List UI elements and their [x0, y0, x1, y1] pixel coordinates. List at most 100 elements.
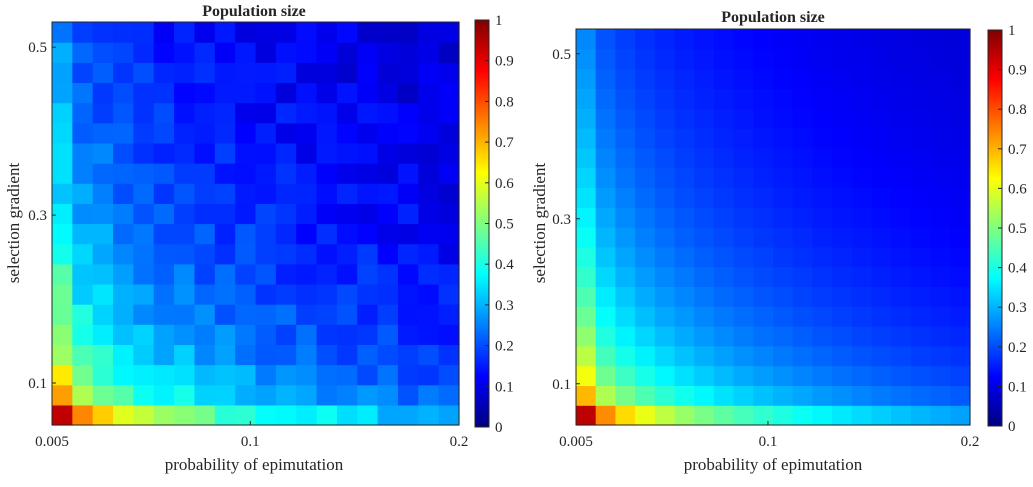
heatmap-cell	[713, 88, 735, 109]
heatmap-cell	[635, 286, 656, 307]
heatmap-cell	[792, 207, 813, 228]
heatmap-cell	[635, 306, 656, 327]
heatmap-cell	[133, 203, 155, 225]
heatmap-cell	[871, 108, 892, 129]
heatmap-cell	[694, 286, 715, 307]
heatmap-cell	[615, 286, 636, 307]
heatmap-cell	[832, 306, 853, 327]
heatmap-cell	[316, 384, 338, 406]
heatmap-cell	[72, 163, 94, 184]
heatmap-cell	[92, 324, 114, 345]
heatmap-cell	[930, 345, 951, 367]
heatmap-cell	[214, 223, 236, 245]
heatmap-cell	[438, 243, 460, 265]
heatmap-cell	[733, 88, 754, 109]
heatmap-cell	[733, 108, 754, 129]
chart-2-x-axis-label: probability of epimutation	[684, 455, 863, 474]
heatmap-cell	[336, 243, 358, 265]
heatmap-cell	[910, 306, 932, 327]
chart-1-ticks: 0.005 0.1 0.2 0.1 0.3 0.5	[28, 40, 468, 450]
heatmap-cell	[615, 326, 636, 347]
heatmap-cell	[397, 243, 419, 265]
heatmap-cell	[397, 364, 419, 386]
heatmap-cell	[397, 163, 419, 184]
heatmap-cell	[92, 42, 114, 63]
heatmap-cell	[397, 142, 419, 164]
heatmap-cell	[214, 404, 236, 426]
heatmap-cell	[950, 187, 971, 208]
heatmap-cell	[891, 68, 912, 89]
heatmap-cell	[418, 384, 440, 406]
colorbar-tick-label: 0.9	[1008, 63, 1027, 79]
heatmap-cell	[576, 246, 597, 268]
heatmap-cell	[713, 108, 735, 129]
heatmap-cell	[733, 365, 754, 386]
heatmap-cell	[891, 167, 912, 188]
heatmap-cell	[316, 243, 338, 265]
x-tick-label: 0.2	[450, 434, 469, 450]
x-tick-label: 0.1	[759, 434, 778, 450]
heatmap-cell	[654, 266, 676, 287]
heatmap-cell	[635, 405, 656, 426]
heatmap-cell	[133, 183, 155, 204]
heatmap-cell	[733, 326, 754, 347]
heatmap-cell	[92, 82, 114, 104]
heatmap-cell	[377, 263, 399, 285]
heatmap-cell	[773, 345, 794, 367]
heatmap-cell	[377, 22, 399, 43]
heatmap-cell	[674, 365, 695, 386]
heatmap-cell	[891, 128, 912, 149]
heatmap-cell	[357, 223, 379, 245]
heatmap-cell	[576, 345, 597, 367]
heatmap-cell	[635, 108, 656, 129]
heatmap-cell	[214, 22, 236, 43]
heatmap-cell	[377, 142, 399, 164]
heatmap-cell	[733, 187, 754, 208]
heatmap-cell	[174, 142, 196, 164]
chart-2-y-axis-label: selection gradient	[530, 163, 549, 284]
heatmap-cell	[377, 62, 399, 84]
heatmap-cell	[576, 29, 597, 50]
heatmap-cell	[296, 42, 318, 63]
heatmap-cell	[930, 326, 951, 347]
heatmap-cell	[930, 48, 951, 70]
heatmap-cell	[694, 385, 715, 406]
heatmap-cell	[113, 42, 134, 63]
heatmap-cell	[438, 142, 460, 164]
heatmap-cell	[674, 326, 695, 347]
heatmap-cell	[713, 48, 735, 70]
chart-2-colorbar-ticks: 0 0.1 0.2 0.3 0.4 0.5 0.6 0.7 0.8 0.9 1	[998, 23, 1027, 435]
heatmap-cell	[733, 147, 754, 169]
heatmap-cell	[174, 183, 196, 204]
heatmap-cell	[773, 147, 794, 169]
heatmap-cell	[812, 326, 833, 347]
heatmap-cell	[654, 29, 676, 50]
colorbar-tick-label: 0	[495, 420, 503, 436]
heatmap-cell	[635, 345, 656, 367]
heatmap-cell	[694, 246, 715, 268]
heatmap-cell	[930, 286, 951, 307]
heatmap-cell	[357, 344, 379, 366]
heatmap-cell	[851, 365, 873, 386]
heatmap-cell	[133, 82, 155, 104]
heatmap-cell	[950, 48, 971, 70]
heatmap-cell	[255, 62, 277, 84]
heatmap-cell	[275, 82, 297, 104]
heatmap-cell	[615, 29, 636, 50]
heatmap-cell	[950, 227, 971, 248]
heatmap-cell	[418, 42, 440, 63]
heatmap-cell	[153, 283, 175, 305]
colorbar-tick-label: 0.3	[495, 298, 514, 314]
heatmap-cell	[153, 183, 175, 204]
heatmap-cell	[194, 62, 216, 84]
heatmap-cell	[357, 283, 379, 305]
heatmap-cell	[654, 48, 676, 70]
heatmap-cell	[674, 345, 695, 367]
heatmap-cell	[296, 22, 318, 43]
heatmap-cell	[418, 183, 440, 204]
heatmap-cell	[910, 266, 932, 287]
heatmap-cell	[871, 147, 892, 169]
heatmap-cell	[635, 29, 656, 50]
heatmap-cell	[654, 405, 676, 426]
heatmap-cell	[153, 344, 175, 366]
